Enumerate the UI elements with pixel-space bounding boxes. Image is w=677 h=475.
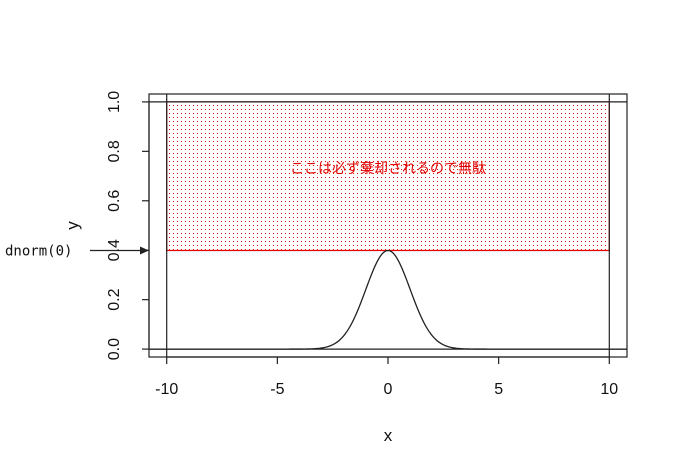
x-axis-label: x: [384, 426, 393, 445]
dnorm0-arrow-head: [140, 246, 149, 255]
rejection-region: [166, 101, 610, 252]
x-tick-label-3: 5: [494, 381, 503, 398]
x-tick-label-1: -5: [270, 381, 284, 398]
x-tick-label-0: -10: [155, 381, 178, 398]
y-tick-label-2: 0.4: [106, 239, 123, 261]
y-tick-label-4: 0.8: [106, 140, 123, 162]
rejection-annotation: ここは必ず棄却されるので無駄: [290, 161, 486, 177]
dnorm0-label: dnorm(0): [5, 243, 72, 259]
y-tick-label-1: 0.2: [106, 288, 123, 310]
y-tick-label-0: 0.0: [106, 338, 123, 360]
x-tick-label-2: 0: [384, 381, 393, 398]
density-curve: [149, 249, 627, 350]
y-tick-label-5: 1.0: [106, 91, 123, 113]
y-axis-label: y: [63, 221, 82, 230]
x-tick-label-4: 10: [600, 381, 618, 398]
y-tick-label-3: 0.6: [106, 190, 123, 212]
